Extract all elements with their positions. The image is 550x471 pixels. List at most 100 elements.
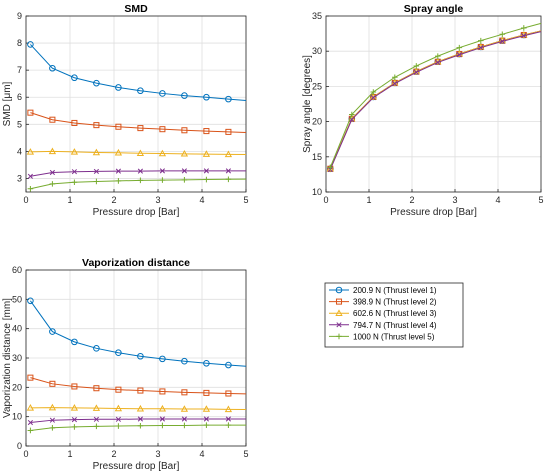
y-tick-label: 50 — [12, 294, 22, 304]
y-tick-label: 9 — [17, 11, 22, 21]
x-tick-label: 3 — [155, 195, 160, 205]
data-point — [27, 173, 33, 179]
data-point — [49, 116, 56, 123]
x-tick-label: 4 — [199, 195, 204, 205]
data-point — [521, 33, 527, 39]
legend-label: 200.9 N (Thrust level 1) — [353, 286, 437, 295]
series-3 — [26, 403, 247, 413]
series-4 — [27, 168, 246, 179]
data-point — [93, 168, 99, 175]
data-point — [27, 297, 34, 305]
data-point — [413, 69, 419, 75]
data-point — [349, 111, 355, 118]
series-1 — [27, 41, 247, 103]
data-point — [71, 424, 78, 430]
data-point — [93, 385, 100, 392]
series-line — [29, 300, 247, 367]
data-point — [159, 355, 166, 363]
y-tick-label: 25 — [312, 81, 322, 91]
data-point — [181, 422, 188, 429]
data-point — [71, 179, 78, 186]
data-point — [181, 177, 188, 183]
y-tick-label: 35 — [312, 11, 322, 21]
data-point — [49, 417, 55, 423]
x-tick-label: 2 — [111, 195, 116, 205]
data-point — [137, 352, 144, 360]
data-point — [93, 178, 100, 185]
series-2 — [27, 374, 247, 397]
data-point — [49, 64, 56, 72]
data-point — [48, 403, 57, 411]
data-point — [159, 422, 166, 429]
data-point — [158, 404, 167, 412]
data-point — [181, 357, 188, 365]
data-point — [137, 422, 144, 429]
series-line — [30, 150, 247, 156]
y-tick-label: 10 — [12, 412, 22, 422]
series-3 — [26, 147, 247, 158]
data-point — [115, 349, 122, 357]
data-point — [136, 149, 145, 157]
x-tick-label: 4 — [495, 195, 500, 205]
y-axis-label: Vaporization distance [mm] — [2, 298, 13, 418]
data-point — [115, 416, 121, 422]
data-point — [159, 416, 165, 422]
data-point — [435, 59, 441, 66]
legend-label: 794.7 N (Thrust level 4) — [353, 321, 437, 330]
legend-entry-2: 398.9 N (Thrust level 2) — [329, 298, 437, 307]
data-point — [225, 390, 232, 397]
axes-box — [325, 15, 542, 193]
data-point — [92, 148, 101, 156]
x-tick-label: 1 — [67, 195, 72, 205]
data-point — [49, 425, 56, 431]
data-point — [137, 177, 144, 184]
data-point — [478, 37, 484, 44]
data-point — [499, 38, 505, 44]
data-point — [71, 417, 77, 423]
data-point — [203, 422, 210, 428]
data-point — [478, 45, 484, 51]
legend-marker — [335, 298, 343, 305]
legend-entry-3: 602.6 N (Thrust level 3) — [329, 309, 437, 318]
data-point — [225, 361, 232, 369]
chart-title: Spray angle — [404, 3, 464, 15]
legend-entry-5: 1000 N (Thrust level 5) — [329, 332, 435, 341]
data-point — [413, 63, 420, 69]
data-point — [71, 169, 77, 175]
data-point — [49, 169, 55, 176]
legend-label: 602.6 N (Thrust level 3) — [353, 309, 437, 318]
data-point — [159, 168, 165, 174]
data-point — [137, 168, 143, 174]
data-point — [392, 80, 398, 87]
data-point — [203, 389, 210, 396]
y-tick-label: 30 — [312, 46, 322, 56]
x-tick-label: 0 — [23, 195, 28, 205]
series-2 — [27, 109, 247, 135]
data-point — [159, 177, 166, 183]
legend-marker — [335, 286, 343, 294]
legend: 200.9 N (Thrust level 1) 398.9 N (Thrust … — [324, 282, 464, 348]
data-point — [203, 359, 210, 367]
x-tick-label: 4 — [199, 449, 204, 459]
x-axis-label: Pressure drop [Bar] — [93, 461, 180, 471]
data-point — [180, 405, 189, 412]
data-point — [114, 148, 123, 156]
legend-marker — [336, 322, 342, 328]
data-point — [70, 404, 79, 411]
data-point — [71, 74, 78, 82]
data-point — [93, 345, 100, 352]
y-tick-label: 4 — [17, 146, 22, 156]
data-point — [136, 404, 145, 412]
series-5 — [27, 176, 247, 192]
series-4 — [27, 416, 246, 426]
data-point — [137, 87, 144, 95]
data-point — [392, 74, 398, 81]
data-point — [180, 149, 189, 157]
x-tick-label: 1 — [366, 195, 371, 205]
series-1 — [27, 297, 247, 369]
data-point — [499, 31, 506, 38]
smd-chart: 0 1 2 3 4 5 3 4 5 6 7 8 9 SMD Pressure drop [Bar] SMD [… — [2, 3, 249, 218]
y-tick-label: 40 — [12, 324, 22, 334]
x-tick-label: 0 — [23, 449, 28, 459]
